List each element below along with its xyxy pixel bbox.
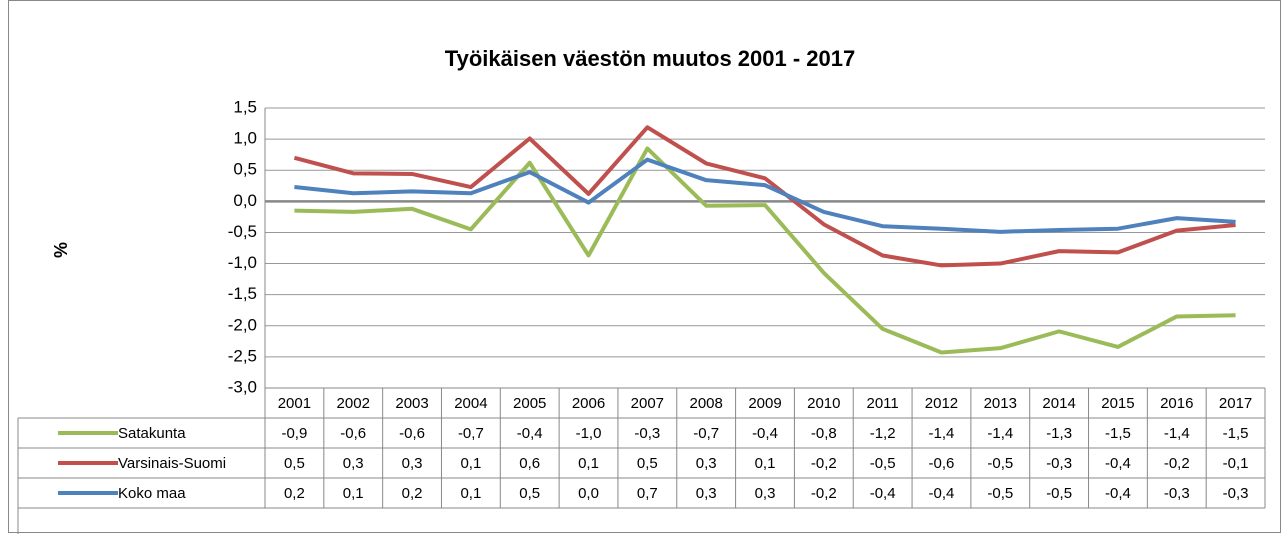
y-tick-label: -2,0: [228, 315, 257, 334]
table-value: 0,1: [343, 485, 364, 502]
table-value: -1,0: [576, 425, 602, 442]
table-value: 0,1: [578, 455, 599, 472]
x-tick-label: 2002: [337, 395, 370, 412]
table-value: -0,6: [340, 425, 366, 442]
y-tick-label: 0,5: [233, 160, 257, 179]
table-value: -0,2: [811, 485, 837, 502]
x-tick-label: 2009: [748, 395, 781, 412]
table-value: 0,6: [519, 455, 540, 472]
table-value: 0,3: [696, 455, 717, 472]
table-value: -1,5: [1105, 425, 1131, 442]
table-value: -0,3: [1046, 455, 1072, 472]
y-tick-label: 1,0: [233, 129, 257, 148]
table-value: -0,4: [1105, 455, 1131, 472]
y-tick-label: -0,5: [228, 222, 257, 241]
table-value: -1,3: [1046, 425, 1072, 442]
y-tick-label: -2,5: [228, 346, 257, 365]
table-value: -0,3: [1223, 485, 1249, 502]
table-value: -0,4: [752, 425, 778, 442]
x-tick-label: 2004: [454, 395, 487, 412]
table-value: 0,3: [343, 455, 364, 472]
x-tick-label: 2012: [925, 395, 958, 412]
table-value: -1,2: [870, 425, 896, 442]
table-value: 0,2: [402, 485, 423, 502]
legend-label: Varsinais-Suomi: [118, 455, 226, 472]
y-tick-label: 0,0: [233, 191, 257, 210]
table-value: 0,1: [460, 455, 481, 472]
table-value: -1,4: [1164, 425, 1190, 442]
x-tick-label: 2003: [395, 395, 428, 412]
x-tick-label: 2017: [1219, 395, 1252, 412]
x-tick-label: 2014: [1042, 395, 1075, 412]
x-tick-label: 2008: [689, 395, 722, 412]
series-line: [294, 157, 1236, 234]
table-value: -0,5: [1046, 485, 1072, 502]
table-value: 0,3: [402, 455, 423, 472]
table-value: 0,5: [519, 485, 540, 502]
x-tick-label: 2005: [513, 395, 546, 412]
legend-label: Satakunta: [118, 425, 186, 442]
chart-frame: [8, 0, 1281, 533]
table-value: 0,5: [284, 455, 305, 472]
y-axis-label: %: [51, 242, 71, 258]
y-tick-label: -3,0: [228, 377, 257, 396]
series-line: [294, 146, 1236, 355]
table-value: 0,5: [637, 455, 658, 472]
x-tick-label: 2013: [984, 395, 1017, 412]
table-value: -1,5: [1223, 425, 1249, 442]
table-value: 0,1: [755, 455, 776, 472]
legend-label: Koko maa: [118, 485, 186, 502]
table-value: -0,3: [1164, 485, 1190, 502]
table-value: -0,5: [987, 485, 1013, 502]
x-tick-label: 2010: [807, 395, 840, 412]
table-value: -0,5: [987, 455, 1013, 472]
table-value: -0,6: [399, 425, 425, 442]
table-value: 0,1: [460, 485, 481, 502]
table-value: -0,5: [870, 455, 896, 472]
x-tick-label: 2007: [631, 395, 664, 412]
x-tick-label: 2006: [572, 395, 605, 412]
x-tick-label: 2001: [278, 395, 311, 412]
table-value: 0,2: [284, 485, 305, 502]
table-value: -0,9: [281, 425, 307, 442]
table-value: -0,1: [1223, 455, 1249, 472]
x-tick-label: 2015: [1101, 395, 1134, 412]
x-tick-label: 2016: [1160, 395, 1193, 412]
table-value: -0,2: [1164, 455, 1190, 472]
table-value: -0,3: [634, 425, 660, 442]
table-value: -0,4: [517, 425, 543, 442]
table-value: 0,3: [755, 485, 776, 502]
table-value: -0,4: [870, 485, 896, 502]
y-tick-label: -1,5: [228, 284, 257, 303]
y-tick-label: -1,0: [228, 253, 257, 272]
table-value: 0,7: [637, 485, 658, 502]
series-line: [293, 125, 1236, 268]
table-value: -1,4: [987, 425, 1013, 442]
table-value: -0,7: [693, 425, 719, 442]
table-value: 0,3: [696, 485, 717, 502]
table-value: -0,4: [1105, 485, 1131, 502]
table-value: -0,4: [929, 485, 955, 502]
table-value: -0,2: [811, 455, 837, 472]
table-value: -1,4: [929, 425, 955, 442]
chart-title: Työikäisen väestön muutos 2001 - 2017: [445, 46, 855, 71]
y-tick-label: 1,5: [233, 97, 257, 116]
table-value: 0,0: [578, 485, 599, 502]
table-value: -0,6: [929, 455, 955, 472]
table-value: -0,7: [458, 425, 484, 442]
table-value: -0,8: [811, 425, 837, 442]
x-tick-label: 2011: [867, 395, 899, 412]
